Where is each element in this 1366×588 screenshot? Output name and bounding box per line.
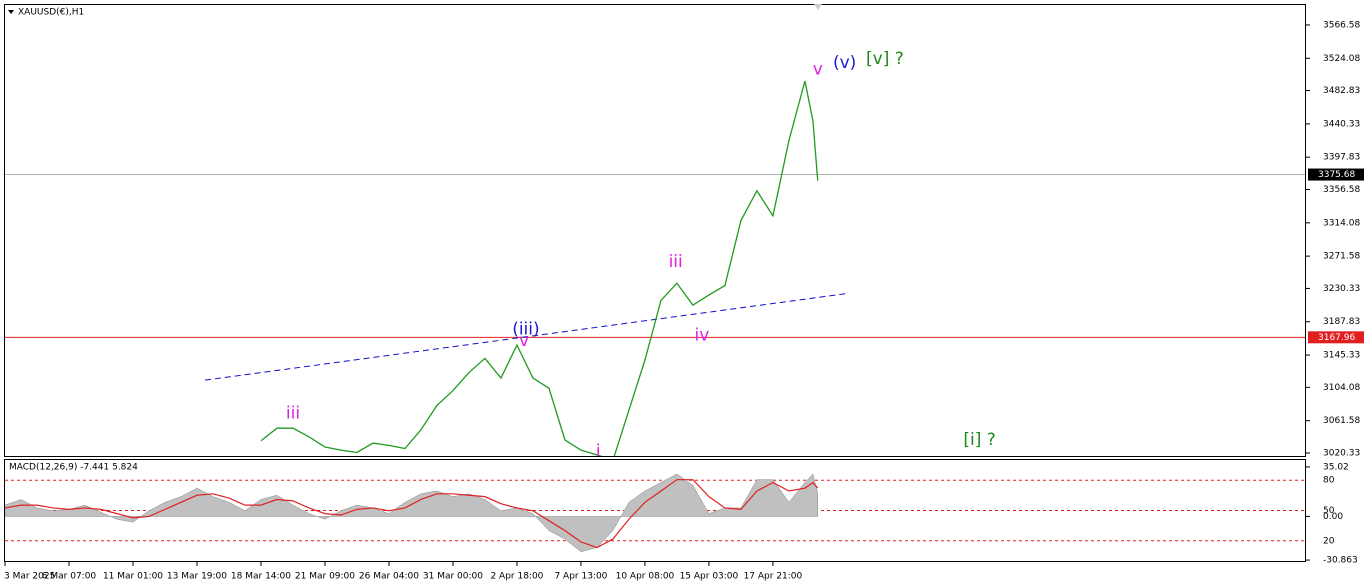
chart-title: XAUUSD(€),H1 (18, 8, 84, 18)
y-tick-label: 3230.33 (1323, 284, 1360, 294)
wave-label: [i] ? (963, 430, 995, 450)
x-tick-label: 31 Mar 00:00 (423, 572, 483, 582)
x-tick-label: 10 Apr 08:00 (616, 572, 675, 582)
x-tick-label: 2 Apr 18:00 (490, 572, 543, 582)
signal-line (5, 479, 819, 549)
y-tick-label: -30.863 (1323, 556, 1358, 566)
macd-panel (4, 459, 1306, 562)
y-tick-label: 3271.58 (1323, 252, 1360, 262)
x-tick-label: 11 Mar 01:00 (103, 572, 163, 582)
level-label: 80 (1323, 476, 1335, 486)
wave-label: iii (669, 252, 683, 272)
price-label-box (1308, 168, 1364, 181)
x-tick-label: 17 Apr 21:00 (744, 572, 803, 582)
wave-label: [v] ? (866, 49, 904, 69)
y-tick-label: 3145.33 (1323, 351, 1360, 361)
y-tick-label: 3482.83 (1323, 86, 1360, 96)
y-tick-label: 3187.83 (1323, 317, 1360, 327)
y-tick-label: 3356.58 (1323, 185, 1360, 195)
level-label: 50 (1323, 506, 1335, 516)
y-tick-label: 3397.83 (1323, 153, 1360, 163)
trendline (204, 292, 848, 381)
macd-title: MACD(12,26,9) -7.441 5.824 (9, 463, 138, 473)
price-label-box (1308, 331, 1364, 344)
wave-label: (iii) (512, 319, 539, 339)
macd-plot (5, 473, 1305, 553)
x-tick-label: 3 Mar 2025 (4, 572, 55, 582)
menu-arrow (8, 10, 14, 14)
price-panel (4, 4, 1306, 457)
x-tick-label: 21 Mar 09:00 (295, 572, 355, 582)
price-label: 3375.68 (1318, 170, 1355, 180)
wave-label: i (596, 442, 601, 462)
price-line (260, 80, 819, 456)
level-label: 20 (1323, 536, 1335, 546)
wave-label: iii (286, 403, 300, 423)
wave-label: v (813, 59, 823, 79)
y-tick-label: 3314.08 (1323, 218, 1360, 228)
y-tick-label: 3440.33 (1323, 119, 1360, 129)
price-label: 3167.96 (1318, 333, 1355, 343)
macd-area (5, 473, 818, 553)
y-tick-label: 35.02 (1323, 462, 1349, 472)
x-tick-label: 18 Mar 14:00 (231, 572, 291, 582)
y-tick-label: 3566.58 (1323, 20, 1360, 30)
x-tick-label: 13 Mar 19:00 (167, 572, 227, 582)
x-tick-label: 6 Mar 07:00 (42, 572, 97, 582)
x-tick-label: 7 Apr 13:00 (554, 572, 607, 582)
x-tick-label: 15 Apr 03:00 (680, 572, 739, 582)
wave-label: iv (694, 326, 709, 346)
shift-marker (814, 4, 822, 10)
y-tick-label: 3020.33 (1323, 448, 1360, 458)
y-tick-label: 3104.08 (1323, 383, 1360, 393)
y-tick-label: 0.00 (1323, 512, 1343, 522)
y-tick-label: 3061.58 (1323, 416, 1360, 426)
wave-label: v (519, 331, 529, 351)
x-tick-label: 26 Mar 04:00 (359, 572, 419, 582)
wave-label: (v) (833, 53, 856, 73)
y-tick-label: 3524.08 (1323, 54, 1360, 64)
